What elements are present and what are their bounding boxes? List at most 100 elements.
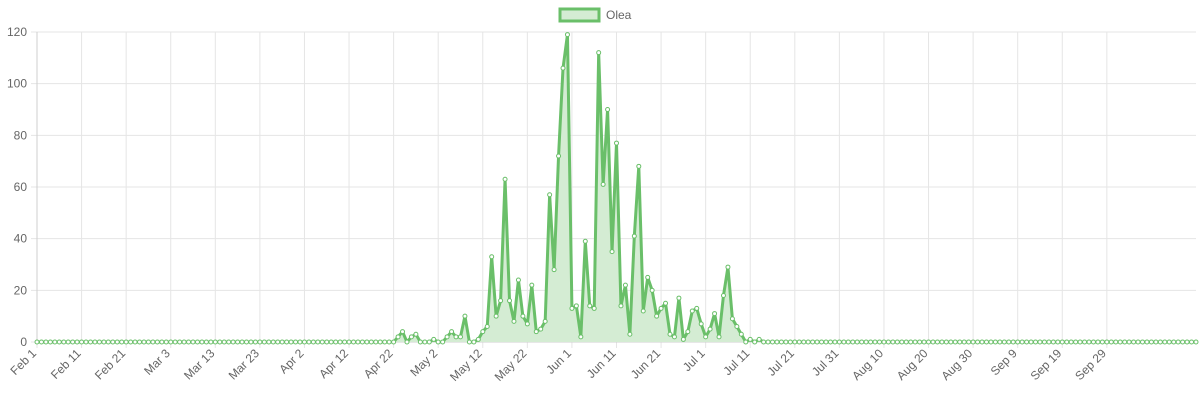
data-point[interactable]: [449, 329, 455, 335]
data-point[interactable]: [908, 339, 914, 345]
data-point[interactable]: [685, 329, 691, 335]
data-point[interactable]: [573, 303, 579, 309]
data-point[interactable]: [1175, 339, 1181, 345]
data-point[interactable]: [462, 313, 468, 319]
data-point[interactable]: [926, 339, 932, 345]
data-point[interactable]: [395, 334, 401, 340]
data-point[interactable]: [1028, 339, 1034, 345]
data-point[interactable]: [872, 339, 878, 345]
data-point[interactable]: [966, 339, 972, 345]
data-point[interactable]: [765, 339, 771, 345]
data-point[interactable]: [671, 334, 677, 340]
data-point[interactable]: [466, 339, 472, 345]
data-point[interactable]: [542, 318, 548, 324]
data-point[interactable]: [894, 339, 900, 345]
data-point[interactable]: [168, 339, 174, 345]
data-point[interactable]: [703, 334, 709, 340]
data-point[interactable]: [752, 339, 758, 345]
data-point[interactable]: [471, 339, 477, 345]
data-point[interactable]: [997, 339, 1003, 345]
data-point[interactable]: [1041, 339, 1047, 345]
data-point[interactable]: [841, 339, 847, 345]
data-point[interactable]: [52, 339, 58, 345]
data-point[interactable]: [47, 339, 53, 345]
data-point[interactable]: [351, 339, 356, 345]
data-point[interactable]: [720, 293, 726, 298]
data-point[interactable]: [663, 300, 669, 306]
data-point[interactable]: [716, 334, 722, 340]
data-point[interactable]: [903, 339, 909, 345]
data-point[interactable]: [92, 339, 98, 345]
data-point[interactable]: [627, 331, 633, 337]
data-point[interactable]: [614, 140, 619, 146]
data-point[interactable]: [74, 339, 80, 345]
data-point[interactable]: [827, 339, 833, 345]
data-point[interactable]: [712, 311, 718, 317]
data-point[interactable]: [591, 305, 597, 311]
data-point[interactable]: [221, 339, 227, 345]
data-point[interactable]: [235, 339, 241, 345]
data-point[interactable]: [1059, 339, 1065, 345]
data-point[interactable]: [159, 339, 165, 345]
data-point[interactable]: [596, 50, 602, 56]
data-point[interactable]: [1184, 339, 1190, 345]
data-point[interactable]: [930, 339, 936, 345]
data-point[interactable]: [814, 339, 820, 345]
data-point[interactable]: [417, 339, 423, 345]
data-point[interactable]: [493, 313, 499, 319]
data-point[interactable]: [738, 331, 744, 337]
data-point[interactable]: [1010, 339, 1016, 345]
data-point[interactable]: [992, 339, 998, 345]
data-point[interactable]: [498, 298, 504, 304]
data-point[interactable]: [364, 339, 370, 345]
data-point[interactable]: [377, 339, 383, 345]
data-point[interactable]: [778, 339, 784, 345]
data-point[interactable]: [983, 339, 989, 345]
data-point[interactable]: [1099, 339, 1105, 345]
data-point[interactable]: [556, 153, 562, 159]
data-point[interactable]: [150, 339, 156, 345]
data-point[interactable]: [199, 339, 205, 345]
data-point[interactable]: [787, 339, 793, 345]
data-point[interactable]: [145, 339, 151, 345]
data-point[interactable]: [413, 331, 419, 337]
data-point[interactable]: [346, 339, 352, 345]
data-point[interactable]: [1193, 339, 1199, 345]
data-point[interactable]: [244, 339, 250, 345]
data-point[interactable]: [190, 339, 196, 345]
data-point[interactable]: [640, 308, 646, 314]
data-point[interactable]: [680, 336, 686, 342]
data-point[interactable]: [132, 339, 138, 345]
data-point[interactable]: [734, 324, 740, 329]
data-point[interactable]: [774, 339, 780, 345]
data-point[interactable]: [783, 339, 789, 345]
data-point[interactable]: [96, 339, 102, 345]
data-point[interactable]: [270, 339, 276, 345]
data-point[interactable]: [582, 238, 588, 244]
data-point[interactable]: [266, 339, 272, 345]
data-point[interactable]: [315, 339, 321, 345]
data-point[interactable]: [725, 264, 731, 270]
data-point[interactable]: [547, 192, 553, 198]
data-point[interactable]: [761, 339, 767, 345]
data-point[interactable]: [484, 324, 490, 329]
data-point[interactable]: [1122, 339, 1128, 345]
data-point[interactable]: [252, 339, 258, 345]
data-point[interactable]: [658, 305, 664, 311]
data-point[interactable]: [854, 339, 860, 345]
data-point[interactable]: [453, 334, 459, 340]
data-point[interactable]: [137, 339, 143, 345]
data-point[interactable]: [342, 339, 348, 345]
data-point[interactable]: [1068, 339, 1074, 345]
data-point[interactable]: [805, 339, 811, 345]
data-point[interactable]: [154, 339, 160, 345]
data-point[interactable]: [1104, 339, 1110, 345]
data-point[interactable]: [921, 339, 927, 345]
data-point[interactable]: [408, 334, 414, 340]
data-point[interactable]: [511, 318, 517, 324]
data-point[interactable]: [832, 339, 838, 345]
data-point[interactable]: [306, 339, 312, 345]
data-point[interactable]: [729, 316, 735, 322]
data-point[interactable]: [756, 336, 762, 342]
data-point[interactable]: [654, 313, 660, 319]
